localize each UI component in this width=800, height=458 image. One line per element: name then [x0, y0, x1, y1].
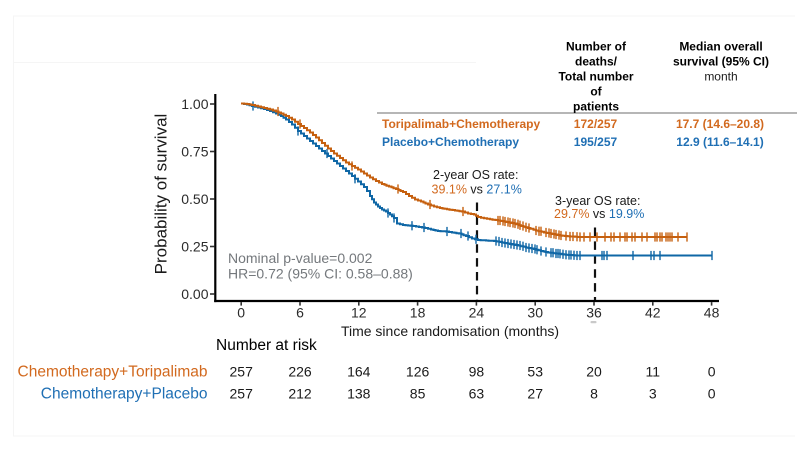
svg-text:0.00: 0.00 [181, 286, 208, 302]
svg-text:257: 257 [230, 386, 254, 402]
svg-text:Chemotherapy+Placebo: Chemotherapy+Placebo [41, 386, 208, 403]
svg-text:Probability of survival: Probability of survival [152, 114, 171, 275]
svg-text:20: 20 [586, 364, 602, 380]
svg-text:226: 226 [288, 364, 312, 380]
svg-text:138: 138 [347, 386, 371, 402]
svg-text:42: 42 [645, 305, 661, 321]
svg-text:Chemotherapy+Toripalimab: Chemotherapy+Toripalimab [18, 364, 208, 381]
svg-text:8: 8 [590, 386, 598, 402]
svg-text:39.1% vs 27.1%: 39.1% vs 27.1% [432, 183, 522, 197]
svg-text:0: 0 [708, 364, 716, 380]
svg-text:0: 0 [237, 305, 245, 321]
svg-text:24: 24 [469, 305, 485, 321]
svg-text:3: 3 [649, 386, 657, 402]
svg-text:deaths/: deaths/ [575, 54, 618, 68]
svg-text:30: 30 [527, 305, 543, 321]
svg-text:17.7 (14.6–20.8): 17.7 (14.6–20.8) [676, 117, 764, 131]
svg-text:212: 212 [288, 386, 312, 402]
svg-text:126: 126 [406, 364, 430, 380]
svg-text:0.75: 0.75 [181, 144, 208, 160]
svg-text:36: 36 [586, 305, 602, 321]
svg-text:survival (95% CI): survival (95% CI) [673, 54, 769, 68]
svg-text:48: 48 [704, 305, 720, 321]
svg-text:Median overall: Median overall [679, 39, 762, 53]
svg-text:0.50: 0.50 [181, 191, 208, 207]
svg-text:6: 6 [296, 305, 304, 321]
svg-text:195/257: 195/257 [574, 135, 618, 149]
svg-text:0: 0 [708, 386, 716, 402]
svg-text:257: 257 [230, 364, 254, 380]
svg-text:12.9 (11.6–14.1): 12.9 (11.6–14.1) [676, 135, 763, 149]
svg-text:18: 18 [410, 305, 426, 321]
svg-text:172/257: 172/257 [574, 117, 618, 131]
svg-text:HR=0.72 (95% CI: 0.58–0.88): HR=0.72 (95% CI: 0.58–0.88) [228, 265, 413, 281]
svg-text:11: 11 [646, 364, 661, 380]
svg-text:29.7% vs 19.9%: 29.7% vs 19.9% [554, 207, 644, 221]
svg-text:Toripalimab+Chemotherapy: Toripalimab+Chemotherapy [382, 117, 540, 131]
svg-text:Number of: Number of [566, 39, 627, 53]
svg-text:1.00: 1.00 [181, 96, 208, 112]
svg-text:53: 53 [527, 364, 543, 380]
svg-text:98: 98 [469, 364, 485, 380]
svg-text:85: 85 [410, 386, 426, 402]
svg-text:27: 27 [527, 386, 543, 402]
svg-text:63: 63 [469, 386, 485, 402]
svg-text:Time since randomisation (mont: Time since randomisation (months) [341, 323, 559, 339]
svg-text:Number at risk: Number at risk [216, 337, 317, 354]
svg-text:12: 12 [351, 305, 367, 321]
svg-text:Total number: Total number [558, 69, 633, 83]
svg-text:month: month [704, 69, 737, 83]
svg-text:Nominal p-value=0.002: Nominal p-value=0.002 [228, 250, 373, 266]
svg-text:0.25: 0.25 [181, 239, 208, 255]
svg-text:Placebo+Chemotherapy: Placebo+Chemotherapy [382, 135, 519, 149]
svg-text:patients: patients [573, 99, 619, 113]
svg-text:3-year OS rate:: 3-year OS rate: [555, 194, 640, 208]
svg-text:of: of [590, 84, 602, 98]
svg-text:2-year OS rate:: 2-year OS rate: [433, 168, 518, 182]
svg-text:164: 164 [347, 364, 371, 380]
